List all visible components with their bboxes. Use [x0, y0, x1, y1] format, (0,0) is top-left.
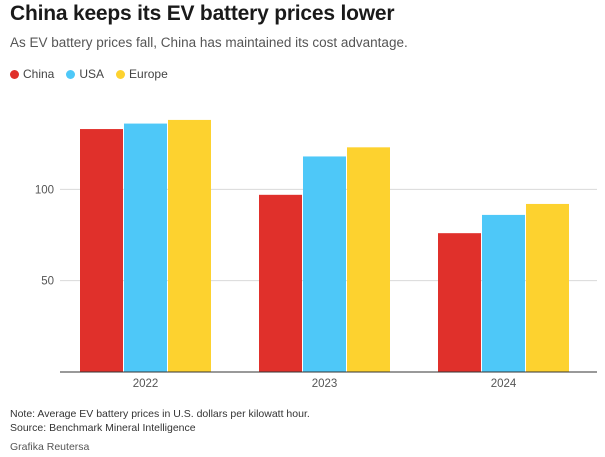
legend-item-usa: USA	[66, 67, 104, 81]
legend-swatch-usa	[66, 69, 76, 79]
chart-source: Source: Benchmark Mineral Intelligence	[10, 422, 196, 434]
legend-swatch-china	[10, 69, 19, 79]
x-tick-label: 2022	[133, 378, 159, 390]
x-tick-label: 2024	[491, 378, 517, 390]
bar-usa-2024	[482, 214, 525, 372]
x-tick-label: 2023	[312, 378, 338, 390]
y-tick-label: 100	[35, 184, 54, 196]
legend-label-china: China	[23, 67, 55, 81]
legend-label-europe: Europe	[129, 67, 168, 81]
bar-usa-2022	[124, 123, 167, 372]
chart-subtitle: As EV battery prices fall, China has mai…	[10, 35, 408, 50]
chart-note: Note: Average EV battery prices in U.S. …	[10, 408, 310, 420]
legend-swatch-europe	[116, 69, 126, 79]
legend: China USA Europe	[10, 67, 168, 81]
bar-europe-2022	[168, 119, 211, 372]
bar-europe-2024	[526, 203, 569, 372]
chart-title: China keeps its EV battery prices lower	[10, 2, 395, 25]
bar-europe-2023	[347, 147, 390, 372]
bar-china-2023	[259, 194, 302, 372]
bar-usa-2023	[303, 156, 346, 372]
legend-item-china: China	[10, 67, 54, 81]
legend-label-usa: USA	[79, 67, 105, 81]
legend-item-europe: Europe	[116, 67, 168, 81]
y-tick-label: 50	[41, 276, 54, 288]
bar-china-2022	[80, 129, 123, 372]
bar-china-2024	[438, 233, 481, 372]
chart-credit: Grafika Reutersa	[10, 441, 90, 453]
